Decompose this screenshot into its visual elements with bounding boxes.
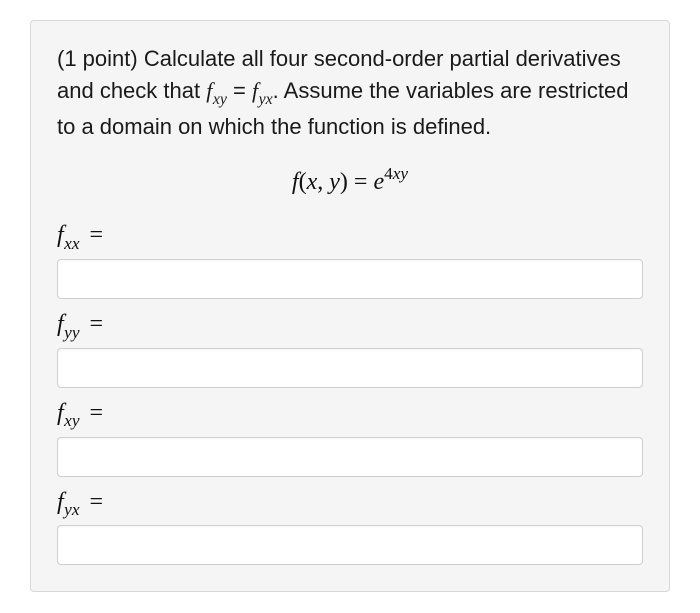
fxy-subscript: xy <box>213 91 227 108</box>
label-fyx: fyx = <box>57 489 643 520</box>
input-fyy[interactable] <box>57 348 643 388</box>
eq-comma: , <box>317 169 329 195</box>
points-prefix: (1 point) <box>57 46 144 71</box>
eq-exponent: 4xy <box>384 164 408 183</box>
label-fxx-sub: xx <box>64 234 79 253</box>
label-fyy-eq: = <box>84 311 104 337</box>
label-fyy: fyy = <box>57 311 643 342</box>
fyx-subscript: yx <box>259 91 273 108</box>
eq-equals: = <box>348 169 374 195</box>
input-fyx[interactable] <box>57 525 643 565</box>
question-box: (1 point) Calculate all four second-orde… <box>30 20 670 592</box>
eq-open: ( <box>299 169 307 195</box>
label-fxy: fxy = <box>57 400 643 431</box>
eq-f: f <box>292 169 299 195</box>
fyx-symbol: f <box>252 78 259 103</box>
exp-y: y <box>400 164 408 183</box>
label-fxx: fxx = <box>57 222 643 253</box>
label-fxy-sub: xy <box>64 411 79 430</box>
answer-row-fxy: fxy = <box>57 400 643 477</box>
label-fyx-eq: = <box>84 489 104 515</box>
input-fxx[interactable] <box>57 259 643 299</box>
exp-4: 4 <box>384 164 393 183</box>
question-prompt: (1 point) Calculate all four second-orde… <box>57 43 643 143</box>
label-fyx-sub: yx <box>64 500 79 519</box>
input-fxy[interactable] <box>57 437 643 477</box>
fxy-symbol: f <box>206 78 213 103</box>
answer-row-fyy: fyy = <box>57 311 643 388</box>
eq-sign: = <box>227 78 252 103</box>
label-fxy-eq: = <box>84 400 104 426</box>
function-definition: f(x, y) = e4xy <box>57 165 643 196</box>
label-fyy-sub: yy <box>64 323 79 342</box>
answer-row-fxx: fxx = <box>57 222 643 299</box>
label-fxx-eq: = <box>84 222 104 248</box>
eq-close: ) <box>340 169 348 195</box>
eq-e: e <box>373 169 384 195</box>
eq-y: y <box>329 169 340 195</box>
answer-row-fyx: fyx = <box>57 489 643 566</box>
eq-x: x <box>307 169 318 195</box>
